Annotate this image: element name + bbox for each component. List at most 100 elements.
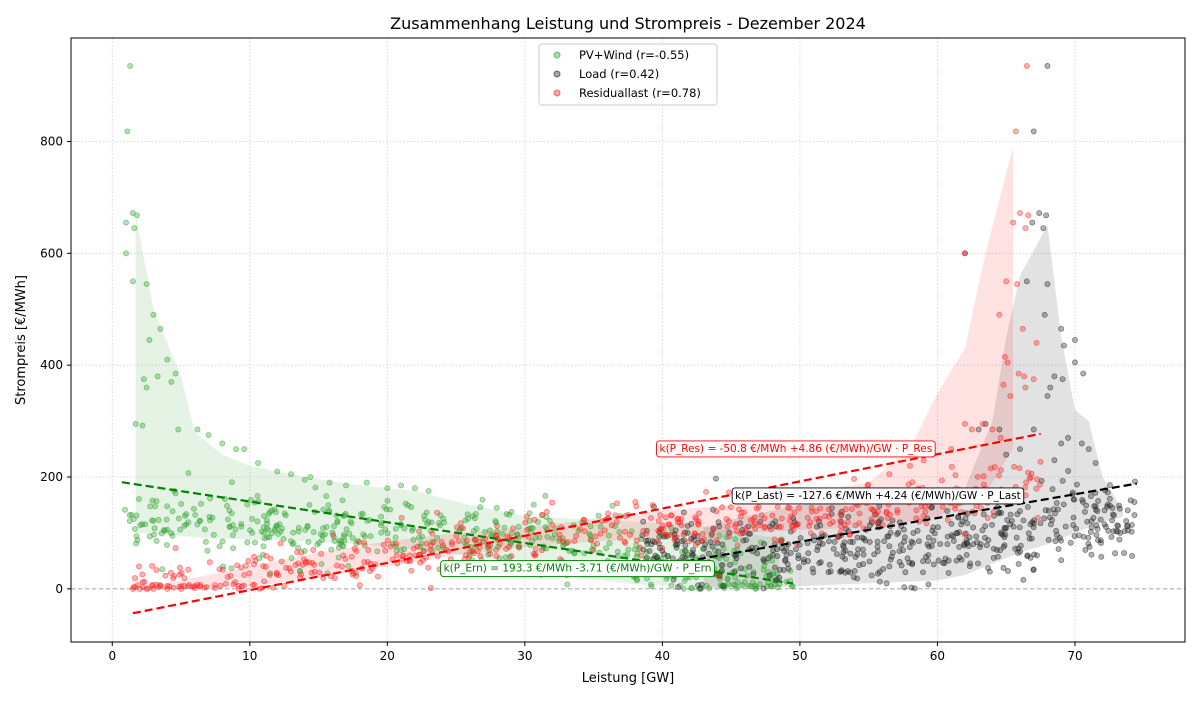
data-point bbox=[830, 545, 837, 552]
data-point bbox=[694, 520, 701, 527]
data-point bbox=[760, 585, 767, 592]
data-point bbox=[1043, 212, 1050, 219]
data-point bbox=[703, 582, 710, 589]
data-point bbox=[1025, 212, 1032, 219]
data-point bbox=[1082, 546, 1089, 553]
data-point bbox=[136, 585, 143, 592]
data-point bbox=[1109, 517, 1116, 524]
data-point bbox=[1051, 457, 1058, 464]
data-point bbox=[752, 526, 759, 532]
data-point bbox=[206, 559, 213, 566]
data-point bbox=[793, 522, 800, 529]
data-point bbox=[581, 517, 588, 523]
data-point bbox=[1044, 63, 1051, 69]
data-point bbox=[741, 579, 748, 586]
data-point bbox=[212, 585, 219, 592]
data-point bbox=[480, 538, 486, 545]
data-point bbox=[1095, 497, 1102, 504]
data-point bbox=[961, 542, 968, 549]
data-point bbox=[164, 356, 171, 363]
data-point bbox=[590, 542, 597, 549]
data-point bbox=[725, 489, 732, 496]
data-point bbox=[506, 511, 513, 518]
data-point bbox=[723, 516, 730, 523]
data-point bbox=[715, 548, 722, 555]
data-point bbox=[862, 537, 869, 544]
data-point bbox=[1079, 496, 1086, 503]
data-point bbox=[595, 512, 602, 519]
data-point bbox=[944, 541, 951, 548]
data-point bbox=[1040, 225, 1047, 232]
data-point bbox=[134, 537, 141, 543]
data-point bbox=[1030, 566, 1037, 573]
data-point bbox=[232, 526, 239, 533]
data-point bbox=[305, 538, 312, 545]
data-point bbox=[1026, 535, 1033, 542]
data-point bbox=[1042, 507, 1049, 514]
data-point bbox=[472, 510, 479, 517]
data-point bbox=[434, 553, 441, 559]
data-point bbox=[318, 550, 325, 557]
legend-marker-pv-wind bbox=[553, 51, 561, 59]
data-point bbox=[837, 568, 843, 575]
data-point bbox=[671, 536, 678, 543]
data-point bbox=[601, 527, 608, 534]
data-point bbox=[682, 542, 689, 549]
data-point bbox=[1092, 460, 1099, 466]
data-point bbox=[833, 551, 840, 558]
data-point bbox=[330, 531, 337, 538]
data-point bbox=[463, 552, 469, 559]
data-point bbox=[1045, 536, 1052, 543]
data-point bbox=[1020, 576, 1027, 583]
data-point bbox=[1034, 514, 1041, 521]
data-point bbox=[280, 536, 287, 542]
data-point bbox=[860, 561, 867, 568]
data-point bbox=[948, 463, 955, 470]
data-point bbox=[741, 529, 748, 536]
data-point bbox=[866, 558, 873, 565]
data-point bbox=[783, 545, 790, 552]
data-point bbox=[766, 572, 773, 579]
data-point bbox=[996, 472, 1003, 479]
x-tick-label: 10 bbox=[242, 649, 257, 663]
data-point bbox=[191, 585, 198, 591]
data-point bbox=[680, 509, 687, 516]
data-point bbox=[1025, 530, 1032, 537]
data-point bbox=[1121, 550, 1128, 557]
data-point bbox=[1015, 370, 1022, 377]
data-point bbox=[920, 513, 927, 520]
data-point bbox=[255, 460, 261, 466]
data-point bbox=[384, 485, 391, 492]
data-point bbox=[1013, 534, 1020, 541]
data-point bbox=[261, 513, 268, 520]
data-point bbox=[235, 582, 242, 589]
data-point bbox=[177, 564, 183, 571]
data-point bbox=[713, 537, 720, 544]
data-point bbox=[826, 538, 832, 545]
data-point bbox=[867, 522, 873, 529]
data-point bbox=[889, 549, 896, 556]
data-point bbox=[850, 574, 857, 581]
data-point bbox=[1108, 533, 1115, 540]
data-point bbox=[1121, 528, 1128, 535]
data-point bbox=[784, 504, 791, 511]
data-point bbox=[703, 488, 710, 495]
data-point bbox=[1023, 479, 1030, 486]
data-point bbox=[224, 574, 231, 580]
data-point bbox=[425, 519, 432, 525]
data-point bbox=[1128, 521, 1135, 528]
data-point bbox=[310, 546, 317, 553]
data-point bbox=[751, 514, 758, 521]
data-point bbox=[698, 581, 705, 588]
data-point bbox=[587, 523, 594, 530]
data-point bbox=[1085, 534, 1092, 541]
data-point bbox=[185, 566, 192, 573]
data-point bbox=[159, 566, 166, 573]
data-point bbox=[908, 538, 915, 545]
data-point bbox=[124, 128, 131, 135]
data-point bbox=[249, 582, 256, 588]
data-point bbox=[673, 544, 680, 551]
data-point bbox=[393, 540, 399, 547]
data-point bbox=[817, 505, 824, 512]
data-point bbox=[438, 539, 445, 545]
